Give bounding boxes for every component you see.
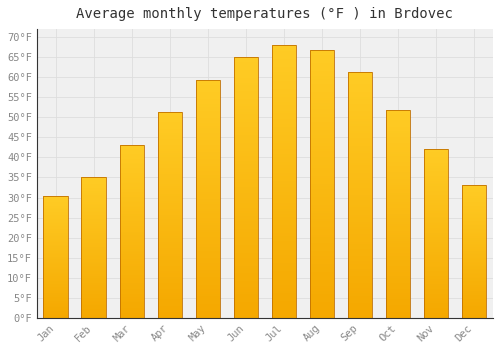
- Bar: [386, 110, 410, 318]
- Bar: [272, 45, 296, 318]
- Bar: [82, 177, 106, 318]
- Bar: [234, 57, 258, 318]
- Bar: [348, 72, 372, 318]
- Bar: [310, 49, 334, 318]
- Bar: [424, 149, 448, 318]
- Bar: [196, 80, 220, 318]
- Bar: [158, 112, 182, 318]
- Bar: [44, 196, 68, 318]
- Title: Average monthly temperatures (°F ) in Brdovec: Average monthly temperatures (°F ) in Br…: [76, 7, 454, 21]
- Bar: [462, 185, 486, 318]
- Bar: [120, 145, 144, 318]
